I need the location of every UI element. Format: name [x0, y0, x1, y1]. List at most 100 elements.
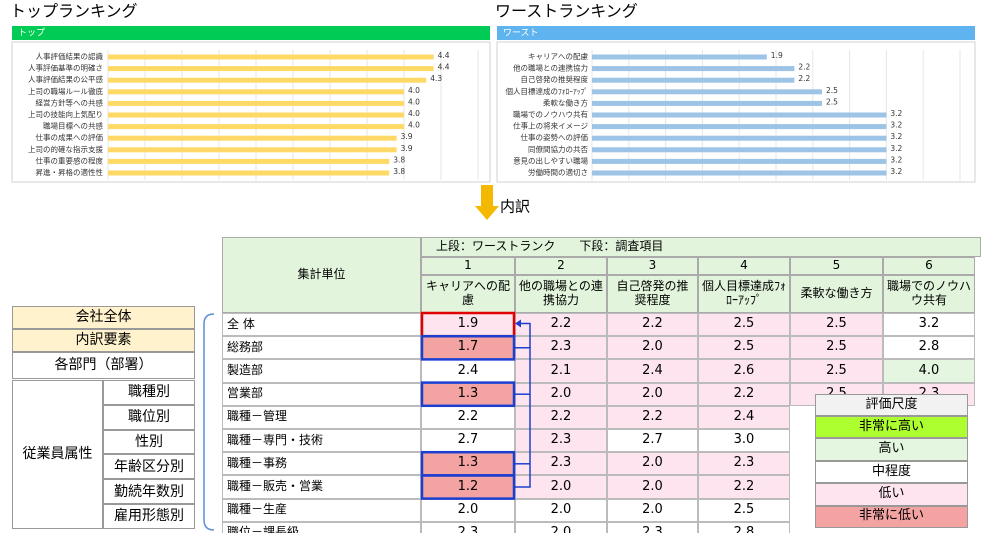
category-label: 職場でのノウハウ共有 [513, 109, 588, 119]
bar [592, 54, 767, 60]
sidebar-attribute: 勤続年数別 [103, 479, 195, 504]
value-label: 3.8 [393, 167, 405, 176]
bar [108, 170, 390, 176]
value-label: 3.2 [890, 155, 902, 164]
bar [108, 89, 404, 95]
sidebar-attribute: 年齢区分別 [103, 454, 195, 480]
bar [108, 54, 434, 60]
category-label: 仕事の重要感の程度 [36, 155, 104, 165]
value-label: 3.2 [890, 167, 902, 176]
category-label: 上司の的確な指示支援 [28, 144, 103, 154]
category-label: キャリアへの配慮 [528, 51, 588, 61]
table-cell: 2.7 [607, 429, 698, 453]
sidebar-attribute: 性別 [103, 429, 195, 455]
value-label: 4.3 [430, 74, 442, 83]
highlight-blue [420, 334, 516, 361]
table-cell: 2.8 [883, 336, 975, 360]
table-cell: 2.0 [607, 382, 698, 406]
legend-item: 非常に高い [815, 416, 968, 439]
table-cell: 2.2 [698, 475, 790, 499]
value-label: 3.9 [401, 132, 413, 141]
table-cell: 2.5 [698, 313, 790, 337]
value-label: 3.2 [890, 144, 902, 153]
row-label: 全 体 [222, 313, 421, 337]
table-cell: 2.0 [607, 336, 698, 360]
category-label: 人事評価結果の公平感 [28, 74, 103, 84]
value-label: 1.9 [771, 51, 783, 60]
category-label: 経営方針等への共感 [36, 97, 104, 107]
table-cell: 2.5 [790, 359, 883, 383]
table-cell: 2.2 [607, 313, 698, 337]
column-rank: 1 [421, 257, 515, 275]
table-cell: 2.5 [790, 313, 883, 337]
bar [108, 147, 397, 153]
row-label: 職位－課長級 [222, 521, 421, 533]
bar [108, 66, 434, 72]
bar [108, 158, 390, 164]
bar [592, 124, 887, 130]
category-label: 人事評価基準の明確さ [28, 63, 103, 73]
bar [108, 112, 404, 118]
row-label: 職種－管理 [222, 405, 421, 429]
column-item: 他の職場との連携協力 [515, 275, 607, 313]
row-label: 総務部 [222, 336, 421, 360]
bar [592, 170, 887, 176]
chart-header [12, 26, 490, 40]
table-cell: 2.0 [515, 382, 607, 406]
column-item: 個人目標達成ﾌｫﾛｰｱｯﾌﾟ [698, 275, 790, 313]
legend-item: 高い [815, 438, 968, 461]
value-label: 2.2 [798, 74, 810, 83]
category-label: 意見の出しやすい職場 [513, 155, 588, 165]
category-label: 自己啓発の推奨程度 [521, 74, 589, 84]
category-label: 職場目標への共感 [43, 121, 103, 131]
row-label: 営業部 [222, 382, 421, 406]
bar [592, 100, 822, 106]
sidebar-employee: 従業員属性 [12, 380, 103, 529]
bar [592, 77, 795, 83]
row-label: 職種－専門・技術 [222, 429, 421, 453]
table-cell: 2.2 [698, 382, 790, 406]
legend-item: 中程度 [815, 460, 968, 484]
table-cell: 2.0 [607, 452, 698, 476]
value-label: 4.0 [408, 97, 420, 106]
legend-item: 非常に低い [815, 505, 968, 528]
sidebar-attribute: 雇用形態別 [103, 504, 195, 529]
sidebar-department: 各部門（部署） [12, 352, 195, 379]
highlight-red [420, 311, 516, 338]
legend-title: 評価尺度 [815, 394, 968, 416]
bar [592, 89, 822, 95]
highlight-blue [420, 381, 516, 408]
highlight-blue [420, 474, 516, 500]
bar [592, 158, 887, 164]
category-label: 個人目標達成のﾌｫﾛｰｱｯﾌﾟ [506, 86, 589, 96]
table-cell: 2.3 [515, 452, 607, 476]
row-label: 職種－販売・営業 [222, 475, 421, 499]
value-label: 2.5 [826, 97, 838, 106]
category-label: 上司の職場ルール徹底 [28, 86, 103, 96]
table-cell: 2.0 [421, 498, 515, 522]
table-cell: 2.0 [607, 498, 698, 522]
table-note: 上段：ワーストランク 下段：調査項目 [421, 237, 981, 257]
chart-title: ワーストランキング [495, 2, 638, 21]
chart-header [497, 26, 975, 40]
value-label: 4.4 [438, 63, 450, 72]
table-cell: 2.0 [515, 498, 607, 522]
table-cell: 2.3 [515, 429, 607, 453]
category-label: 同僚間協力の共否 [528, 144, 588, 154]
table-cell: 2.3 [421, 521, 515, 533]
value-label: 3.2 [890, 132, 902, 141]
table-cell: 2.3 [515, 336, 607, 360]
sidebar-attribute: 職種別 [103, 380, 195, 405]
bar [108, 100, 404, 106]
table-cell: 2.2 [515, 405, 607, 429]
table-cell: 2.2 [607, 405, 698, 429]
value-label: 3.2 [890, 109, 902, 118]
table-cell: 2.4 [698, 405, 790, 429]
category-label: 上司の技能向上気配り [28, 109, 103, 119]
bar [592, 135, 887, 141]
column-rank: 5 [790, 257, 883, 275]
column-rank: 3 [607, 257, 698, 275]
category-label: 仕事の姿勢への評価 [521, 132, 589, 142]
column-rank: 4 [698, 257, 790, 275]
